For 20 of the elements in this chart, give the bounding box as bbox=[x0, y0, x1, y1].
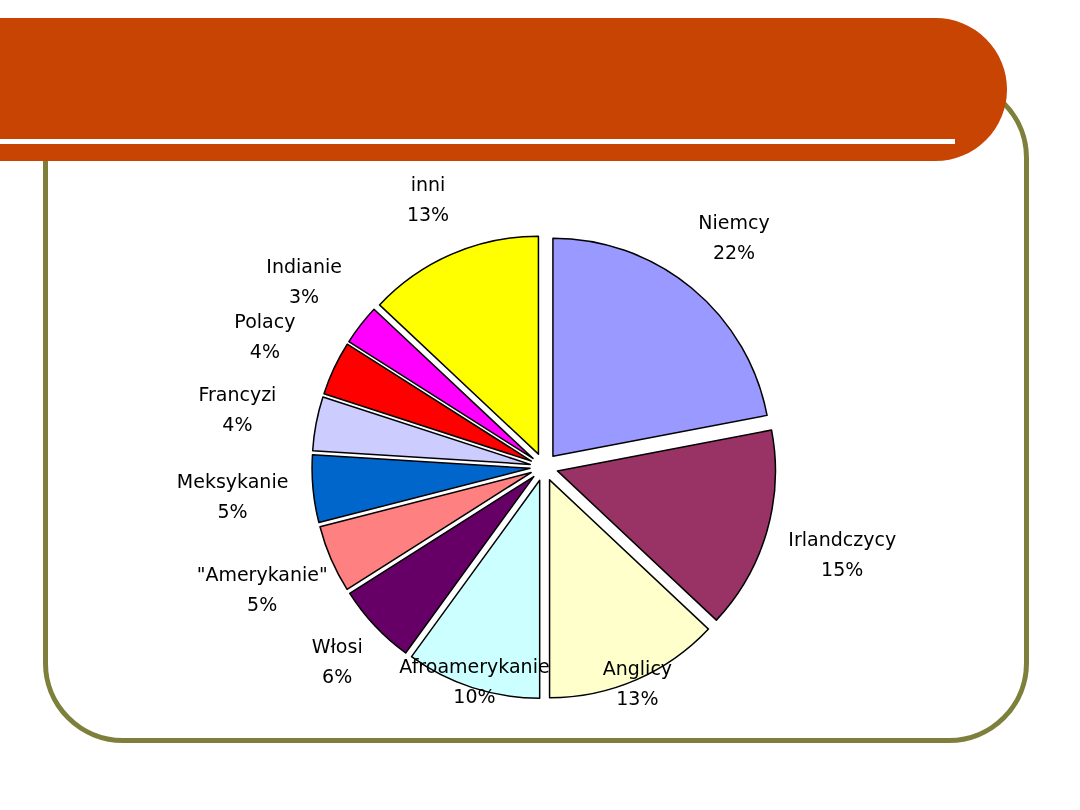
slice-label: Meksykanie bbox=[176, 470, 289, 493]
slice-label: Niemcy bbox=[698, 211, 770, 234]
data-label: 5% bbox=[247, 592, 278, 615]
data-label: 22% bbox=[712, 241, 756, 264]
data-label: 4% bbox=[249, 339, 280, 362]
slice-label: inni bbox=[410, 173, 446, 196]
slice-label: Polacy bbox=[234, 309, 296, 332]
data-label: 13% bbox=[616, 686, 659, 709]
data-label: 15% bbox=[821, 557, 864, 580]
slice-label: Irlandczycy bbox=[788, 527, 897, 550]
data-label: 3% bbox=[289, 284, 320, 307]
slice-label: "Amerykanie" bbox=[196, 562, 328, 585]
data-label: 10% bbox=[453, 684, 496, 707]
data-label: 4% bbox=[222, 412, 253, 435]
data-label: 6% bbox=[322, 665, 353, 688]
slice-label: Włosi bbox=[311, 635, 363, 658]
slice-label: Indianie bbox=[266, 254, 342, 277]
data-label: 13% bbox=[406, 203, 450, 226]
data-label: 5% bbox=[217, 500, 248, 523]
slice-label: Francyzi bbox=[198, 382, 277, 405]
